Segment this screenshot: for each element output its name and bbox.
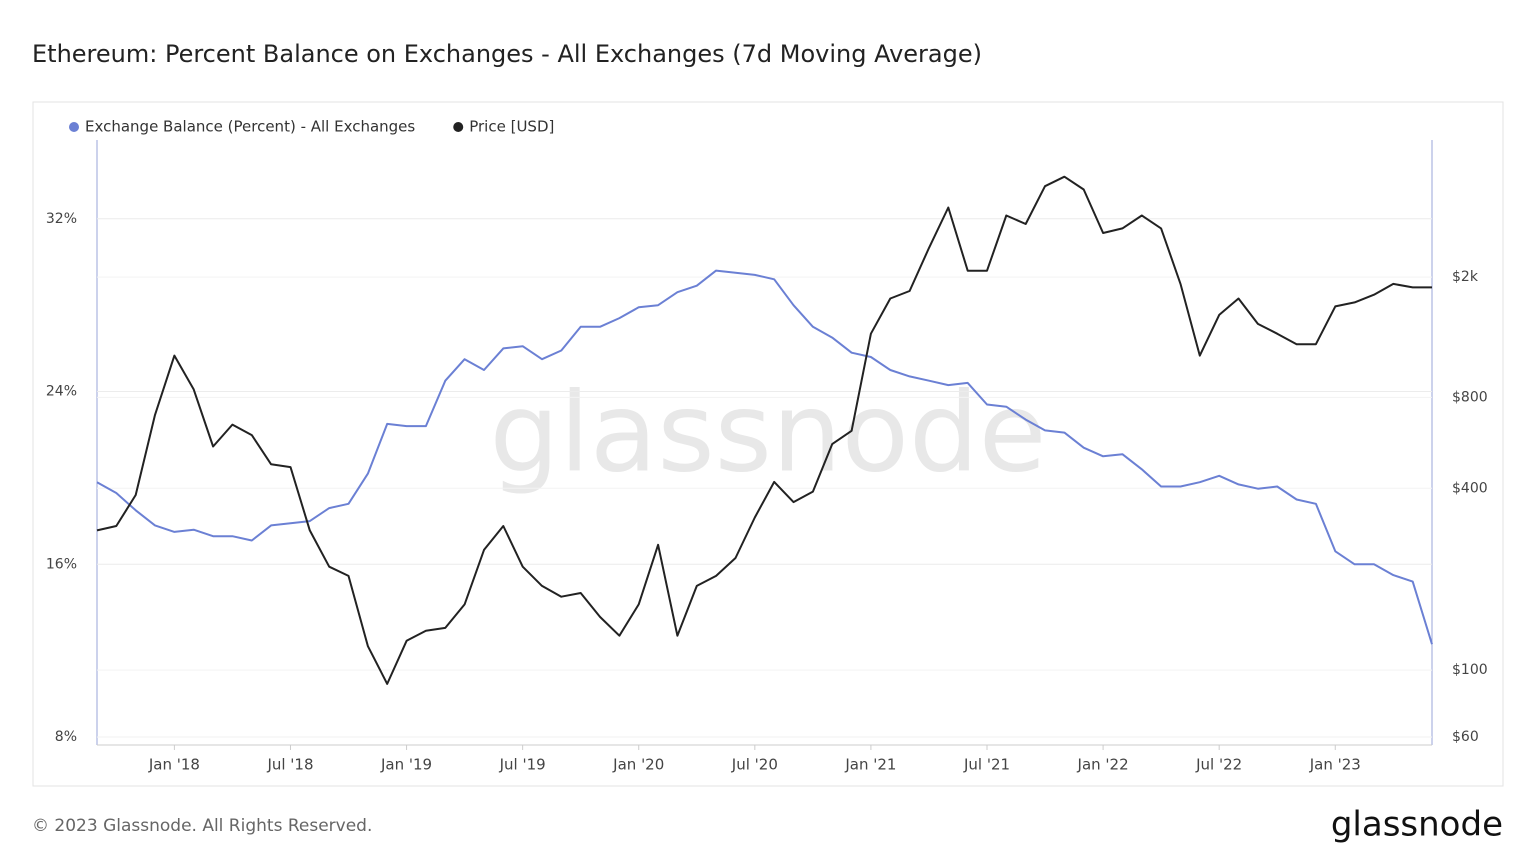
legend-marker [69,122,79,132]
logo: glassnode [1331,805,1503,845]
y2-tick-label: $400 [1452,480,1488,496]
legend-label: Price [USD] [469,118,554,136]
x-tick-label: Jan '20 [612,756,664,774]
x-tick-label: Jul '19 [499,756,546,774]
x-tick-label: Jul '22 [1195,756,1242,774]
x-tick-label: Jul '20 [731,756,778,774]
chart-frame [32,101,1504,787]
y2-tick-label: $100 [1452,662,1488,678]
x-tick-label: Jan '23 [1309,756,1361,774]
legend-marker [453,122,464,132]
x-tick-label: Jan '22 [1077,756,1129,774]
x-tick-label: Jan '18 [148,756,200,774]
x-tick-label: Jan '19 [380,756,432,774]
y2-tick-label: $60 [1452,729,1479,745]
y2-tick-label: $2k [1452,269,1479,285]
footer: © 2023 Glassnode. All Rights Reserved. [32,816,372,836]
series-line [96,175,1432,685]
y2-tick-label: $800 [1452,389,1488,405]
series-line [96,269,1433,645]
x-tick-label: Jul '18 [266,756,313,774]
x-tick-label: Jul '21 [963,756,1010,774]
y-tick-label: 16% [46,556,77,572]
x-tick-label: Jan '21 [844,756,896,774]
chart-title: Ethereum: Percent Balance on Exchanges -… [32,40,982,68]
y-tick-label: 24% [46,384,77,400]
watermark: glassnode [490,368,1047,496]
y-tick-label: 8% [55,729,77,745]
y-tick-label: 32% [46,211,77,227]
legend-label: Exchange Balance (Percent) - All Exchang… [85,118,415,136]
